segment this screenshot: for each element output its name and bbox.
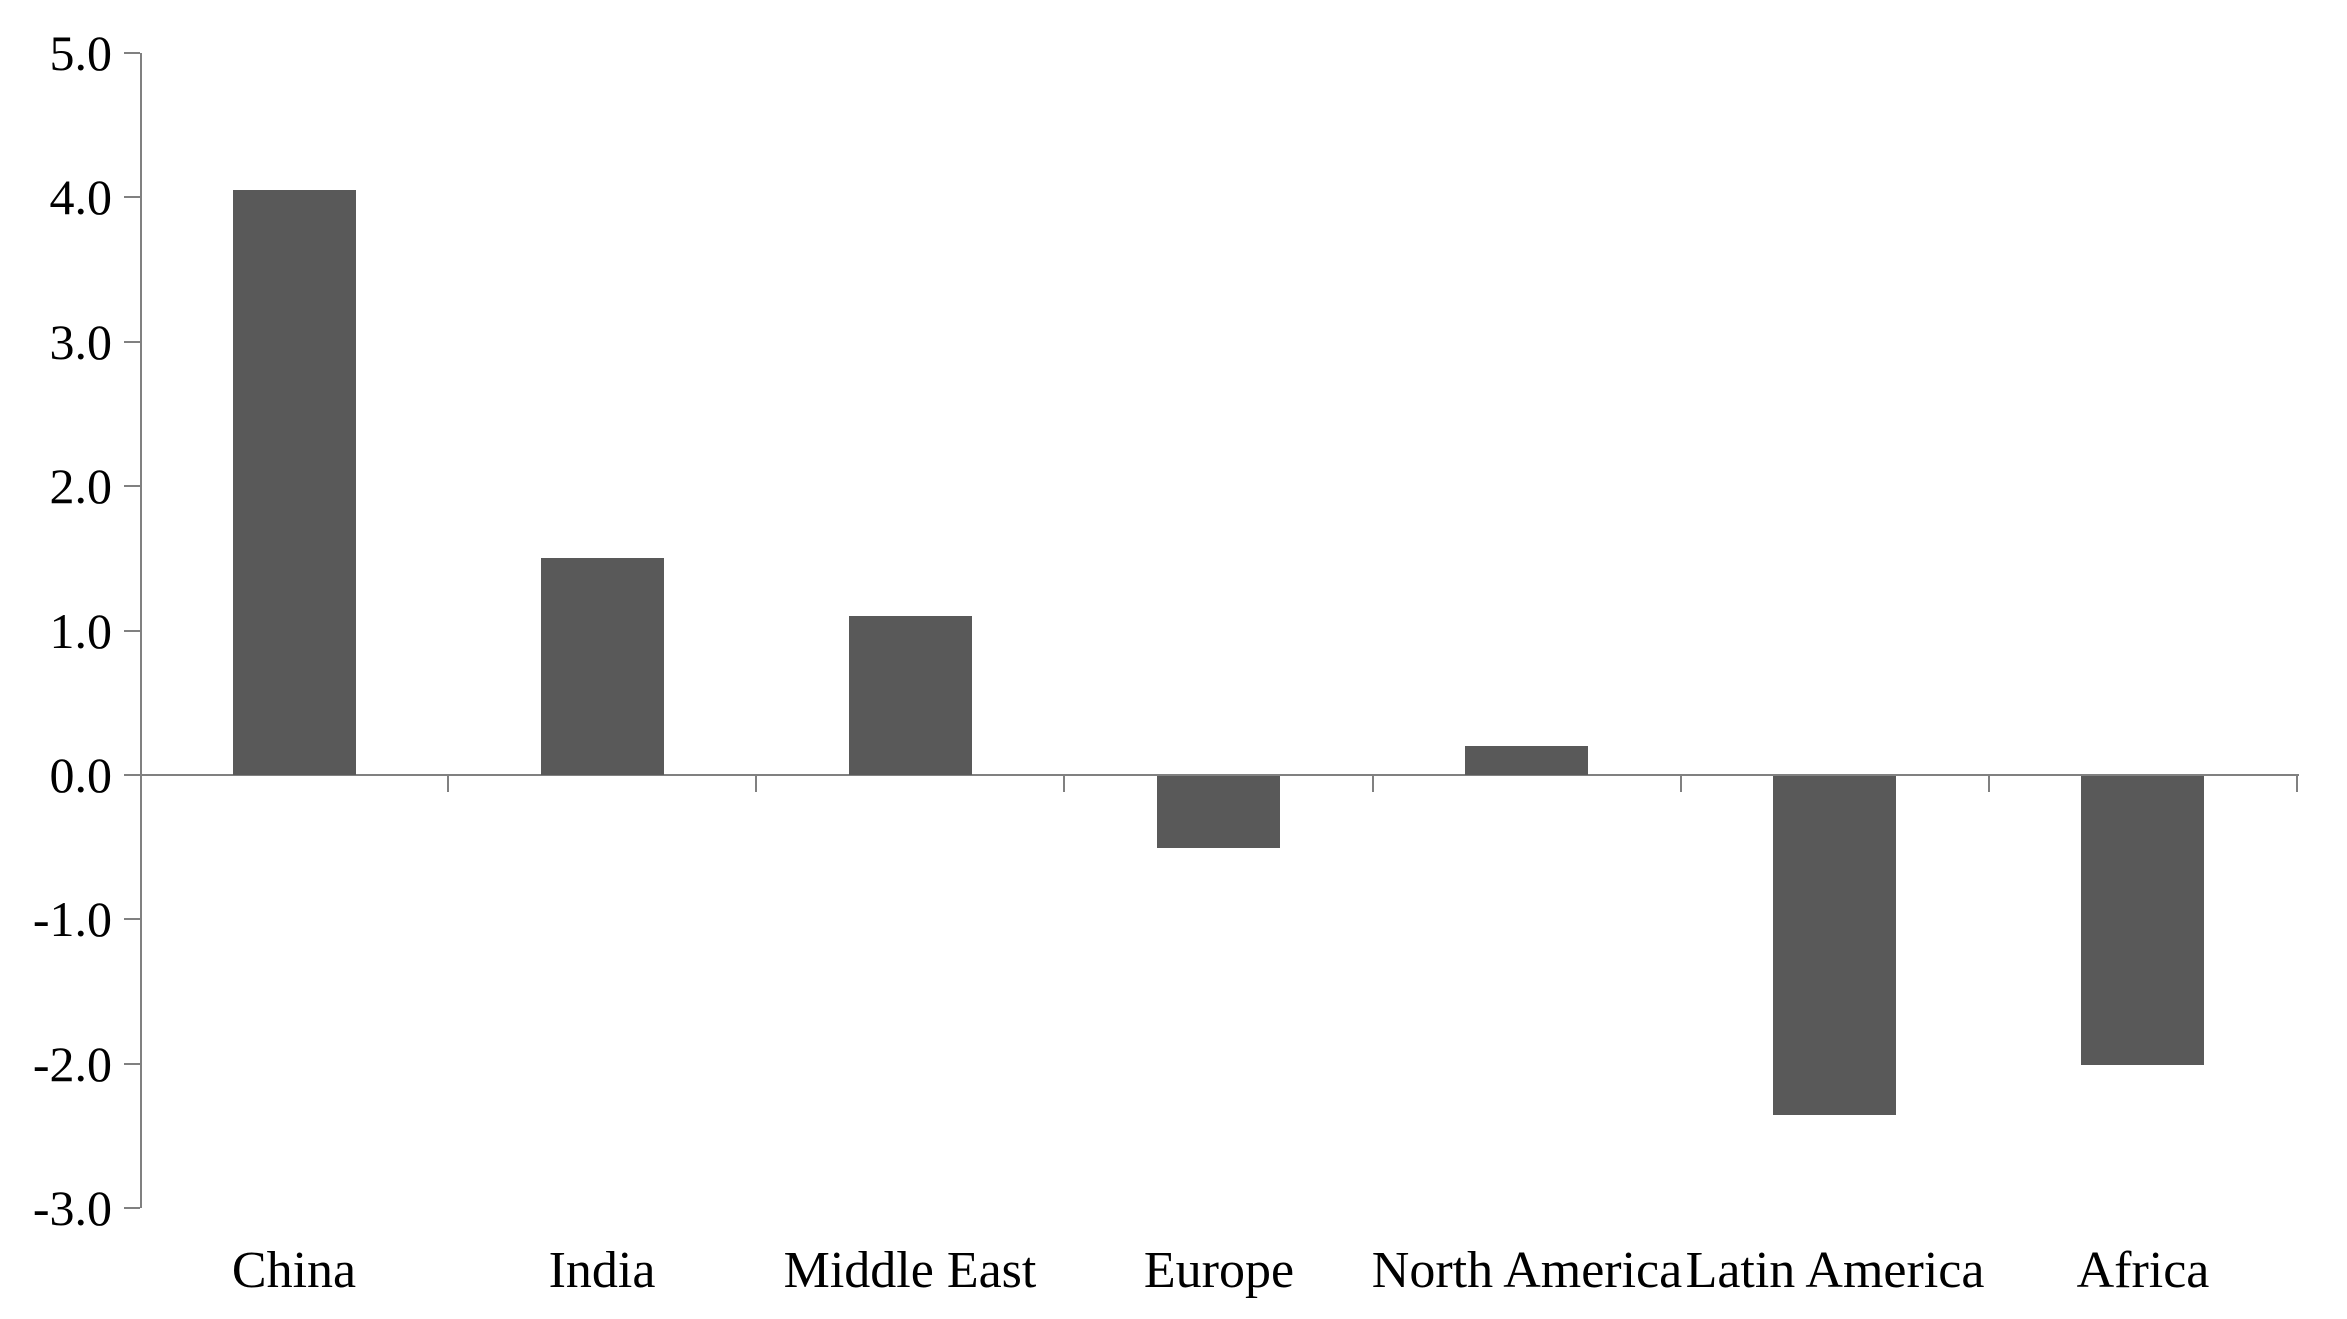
y-axis-tick [124,485,140,488]
bar-north-america [1465,746,1588,775]
y-axis-tick-label: 2.0 [49,458,113,515]
y-axis-tick-label: 5.0 [49,25,113,81]
bar-india [541,558,664,775]
y-axis-line [140,53,142,1209]
category-label-india: India [548,1242,656,1299]
x-axis-tick [1987,776,1990,792]
category-label-north-america: North America [1371,1242,1683,1299]
y-axis-tick [124,340,140,343]
y-axis-tick-label: 1.0 [49,602,113,659]
bar-africa [2081,776,2204,1065]
y-axis-tick-label: -1.0 [32,891,112,948]
bar-europe [1157,776,1280,848]
x-axis-line [140,774,2299,776]
category-label-china: China [231,1242,357,1299]
x-axis-tick [2296,776,2298,792]
bar-china [233,190,356,775]
y-axis-tick [124,774,140,776]
bar-middle-east [849,616,972,775]
x-axis-tick [1371,776,1374,792]
bar-latin-america [1773,776,1896,1115]
x-axis-tick [447,776,450,792]
y-axis-tick [124,629,140,632]
y-axis-tick-label: 3.0 [49,313,113,370]
y-axis-tick [124,52,140,54]
x-axis-tick [755,776,758,792]
y-axis-tick [124,918,140,921]
x-axis-tick [1679,776,1682,792]
category-label-africa: Africa [2076,1242,2210,1299]
y-axis-tick-label: 4.0 [49,169,113,226]
category-label-middle-east: Middle East [783,1242,1037,1299]
y-axis-tick [124,196,140,199]
category-label-europe: Europe [1143,1242,1295,1299]
y-axis-tick-label: 0.0 [49,747,113,803]
y-axis-tick [124,1207,140,1210]
x-axis-tick [1063,776,1066,792]
category-label-latin-america: Latin America [1685,1242,1985,1299]
y-axis-tick [124,1062,140,1065]
y-axis-tick-label: -2.0 [32,1035,112,1092]
y-axis-tick-label: -3.0 [32,1180,112,1237]
